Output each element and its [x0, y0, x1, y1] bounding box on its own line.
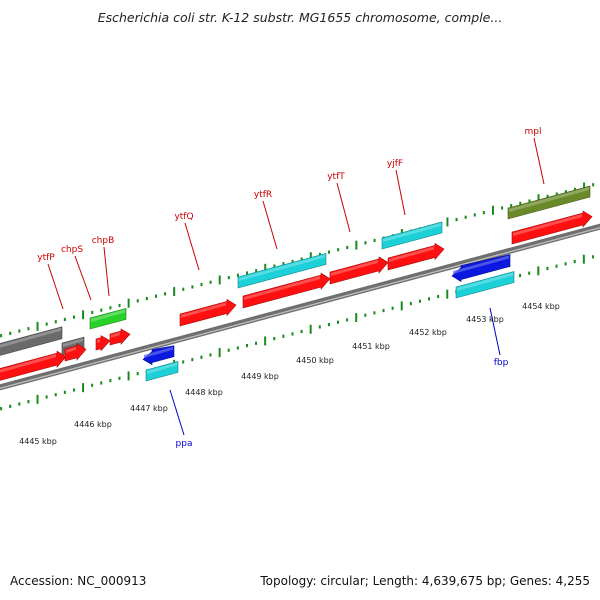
gene-label-ppa: ppa [176, 439, 193, 449]
upper-tick-track [0, 182, 595, 338]
kbp-label: 4449 kbp [241, 372, 279, 381]
feature-track [0, 185, 593, 382]
cds-ppa [142, 345, 175, 366]
kbp-label: 4448 kbp [185, 388, 223, 397]
gene-label-chpS: chpS [61, 245, 83, 255]
kbp-label: 4451 kbp [352, 342, 390, 351]
gene-fbp-cyan [455, 271, 515, 299]
gene-label-ytfP: ytfP [37, 253, 55, 263]
kbp-label: 4445 kbp [19, 437, 57, 446]
cds-yjfF [387, 242, 445, 271]
gene-ytfR-cyan [237, 253, 327, 289]
gene-mpl-olive [507, 185, 591, 220]
gene-label-ytfQ: ytfQ [174, 212, 193, 222]
gene-ytfP-gray [0, 326, 63, 356]
cds-ytfQ [179, 298, 237, 327]
kbp-scale-labels: 4445 kbp 4446 kbp 4447 kbp 4448 kbp 4449 kbp… [19, 302, 560, 446]
genome-summary-text: Topology: circular; Length: 4,639,675 bp… [260, 574, 590, 588]
gene-label-yjfF: yjfF [387, 159, 403, 169]
cds-chpB-b [109, 328, 131, 346]
gene-ppa-cyan [145, 361, 179, 382]
accession-text: Accession: NC_000913 [10, 574, 147, 588]
chromosome-backbone [0, 223, 600, 391]
cds-ytfR [242, 272, 331, 309]
cds-chpB-a [95, 335, 111, 352]
kbp-label: 4446 kbp [74, 420, 112, 429]
kbp-label: 4447 kbp [130, 404, 168, 413]
kbp-label: 4453 kbp [466, 315, 504, 324]
cds-mpl [511, 210, 593, 245]
kbp-label: 4454 kbp [522, 302, 560, 311]
gene-label-ytfT: ytfT [327, 172, 345, 182]
cds-ytfT [329, 256, 389, 285]
gene-label-mpl: mpl [525, 127, 542, 137]
cds-chpS [64, 343, 87, 362]
gene-label-fbp: fbp [494, 358, 509, 368]
gene-chpB-green [89, 307, 127, 330]
kbp-label: 4452 kbp [409, 328, 447, 337]
gene-label-chpB: chpB [92, 236, 115, 246]
gene-yjfF-cyan [381, 221, 443, 250]
gene-labels: ytfP chpS chpB ytfQ ytfR ytfT yjfF mpl ppa fbp [37, 127, 545, 449]
cds-fbp [451, 254, 511, 283]
map-title: Escherichia coli str. K-12 substr. MG165… [97, 10, 503, 25]
kbp-label: 4450 kbp [296, 356, 334, 365]
gene-label-ytfR: ytfR [254, 190, 272, 200]
cds-ytfP [0, 350, 67, 381]
